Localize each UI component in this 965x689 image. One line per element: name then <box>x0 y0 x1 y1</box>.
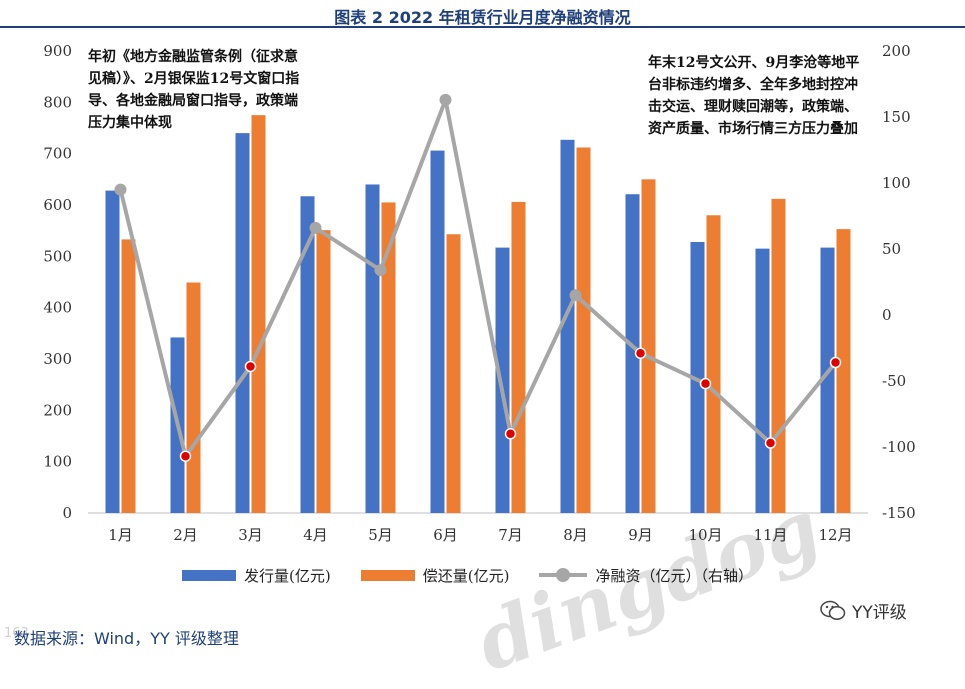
line-net-financing <box>118 97 838 459</box>
legend-swatch-repayment <box>360 569 415 581</box>
left-axis-tick: 800 <box>43 93 72 111</box>
right-axis-tick: 150 <box>882 108 911 126</box>
right-axis-tick: 0 <box>882 306 892 324</box>
chart-title: 图表 2 2022 年租赁行业月度净融资情况 <box>334 8 631 27</box>
bar-issuance <box>560 139 575 513</box>
title-rule <box>0 26 965 28</box>
annotation-left: 年初《地方金融监管条例（征求意见稿）》、2月银保监12号文窗口指导、各地金融局窗… <box>88 49 300 131</box>
point-net-financing <box>764 437 777 449</box>
legend-label-net-financing: 净融资（亿元）（右轴） <box>595 566 753 585</box>
legend-item-issuance: 发行量(亿元) <box>182 565 331 586</box>
bar-repayment <box>381 202 396 513</box>
watermark-prefix: 163 <box>4 626 29 641</box>
legend: 发行量(亿元) 偿还量(亿元) 净融资（亿元）（右轴） <box>182 564 783 586</box>
left-axis-tick: 400 <box>43 299 72 317</box>
left-axis-tick: 0 <box>62 504 72 522</box>
left-axis-tick: 200 <box>43 401 72 419</box>
wechat-label: YY评级 <box>852 603 907 623</box>
point-net-financing <box>179 450 192 462</box>
point-net-financing <box>699 377 712 390</box>
bar-repayment <box>186 282 201 513</box>
left-axis-tick: 600 <box>43 196 72 214</box>
legend-swatch-issuance <box>182 569 236 581</box>
bar-repayment <box>576 147 591 514</box>
right-axis-tick: -50 <box>882 372 906 390</box>
legend-label-repayment: 偿还量(亿元) <box>422 566 510 585</box>
bar-issuance <box>755 248 770 513</box>
left-axis-tick: 700 <box>43 145 72 163</box>
bar-issuance <box>625 194 640 513</box>
right-axis-tick: -100 <box>882 438 916 456</box>
wechat-badge: YY评级 <box>820 598 907 623</box>
bar-repayment <box>251 115 266 514</box>
x-axis-tick: 3月 <box>238 526 263 544</box>
point-net-financing <box>829 356 842 369</box>
legend-swatch-net-financing <box>539 568 588 582</box>
bar-issuance <box>690 241 705 513</box>
right-axis-tick: -150 <box>882 504 916 522</box>
x-axis-tick: 4月 <box>303 526 328 544</box>
bar-issuance <box>105 190 120 514</box>
bar-issuance <box>430 150 445 513</box>
point-net-financing <box>309 221 322 234</box>
x-axis-tick: 10月 <box>688 526 722 544</box>
bar-issuance <box>820 247 835 513</box>
x-axis-tick: 11月 <box>753 526 787 544</box>
legend-item-repayment: 偿还量(亿元) <box>360 565 510 586</box>
legend-item-net-financing: 净融资（亿元）（右轴） <box>539 565 753 586</box>
x-axis-tick: 1月 <box>108 526 133 544</box>
left-axis-tick: 300 <box>43 350 72 368</box>
point-net-financing <box>439 93 452 106</box>
bar-repayment <box>771 198 786 513</box>
point-net-financing <box>634 347 647 360</box>
bar-repayment <box>706 215 721 513</box>
x-axis-tick: 8月 <box>563 526 588 544</box>
right-axis-tick: 50 <box>882 240 901 258</box>
legend-label-issuance: 发行量(亿元) <box>244 566 331 585</box>
bar-repayment <box>316 230 331 514</box>
chart: 0 100 200 300 400 500 600 700 800 900 -150 -100 -50 0… <box>43 42 916 544</box>
bar-repayment <box>121 239 136 514</box>
bar-repayment <box>511 201 526 514</box>
annotation-right: 年末12号文公开、9月李沧等地平台非标违约增多、全年多地封控冲击交运、理财赎回潮… <box>648 55 860 137</box>
x-axis-tick: 2月 <box>173 526 198 544</box>
bar-issuance <box>300 196 315 514</box>
source-note: 数据来源：Wind，YY 评级整理 <box>14 629 239 648</box>
point-net-financing <box>374 264 387 277</box>
bar-repayment <box>641 179 656 514</box>
x-axis-tick: 7月 <box>498 526 523 544</box>
bar-issuance <box>365 184 380 513</box>
point-net-financing <box>114 183 127 196</box>
bar-issuance <box>235 133 250 513</box>
right-axis-tick: 100 <box>882 174 911 192</box>
x-axis-tick: 5月 <box>368 526 393 544</box>
bar-repayment <box>836 229 851 514</box>
x-axis-tick: 6月 <box>433 526 458 544</box>
wechat-icon <box>820 600 846 620</box>
left-axis-tick: 500 <box>43 247 72 265</box>
point-net-financing <box>244 360 257 373</box>
bar-issuance <box>495 247 510 513</box>
x-axis-tick: 12月 <box>818 526 852 544</box>
point-net-financing <box>569 289 582 302</box>
left-axis-tick: 100 <box>43 453 72 471</box>
left-axis-tick: 900 <box>43 42 72 60</box>
point-net-financing <box>504 428 517 440</box>
bar-repayment <box>446 234 461 513</box>
x-axis-tick: 9月 <box>628 526 653 544</box>
right-axis-tick: 200 <box>882 42 911 60</box>
